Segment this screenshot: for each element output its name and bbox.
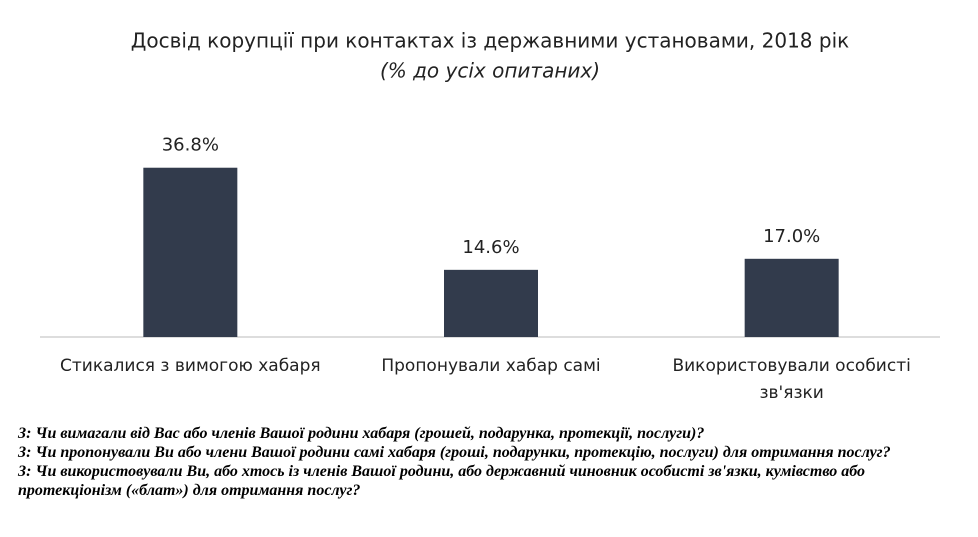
chart: Досвід корупції при контактах із державн… [40,29,940,338]
value-label: 17.0% [763,226,820,247]
value-label: 36.8% [162,135,219,156]
bar [143,167,238,337]
x-tick-label: Стикалися з вимогою хабаря [60,356,321,376]
notes: З: Чи вимагали від Вас або членів Вашої … [18,424,948,500]
x-tick-label: Пропонували хабар самі [381,356,601,376]
bar [744,258,839,337]
x-tick-label: Використовували особисті зв'язки [672,356,911,403]
bar [444,269,538,337]
chart-subtitle: (% до усіх опитаних) [380,59,600,83]
chart-title: Досвід корупції при контактах із державн… [131,29,849,53]
note: З: Чи використовували Ви, або хтось із ч… [18,463,866,499]
note: З: Чи вимагали від Вас або членів Вашої … [18,425,705,442]
note: З: Чи пропонували Ви або члени Вашої род… [18,444,891,461]
value-label: 14.6% [462,237,519,258]
